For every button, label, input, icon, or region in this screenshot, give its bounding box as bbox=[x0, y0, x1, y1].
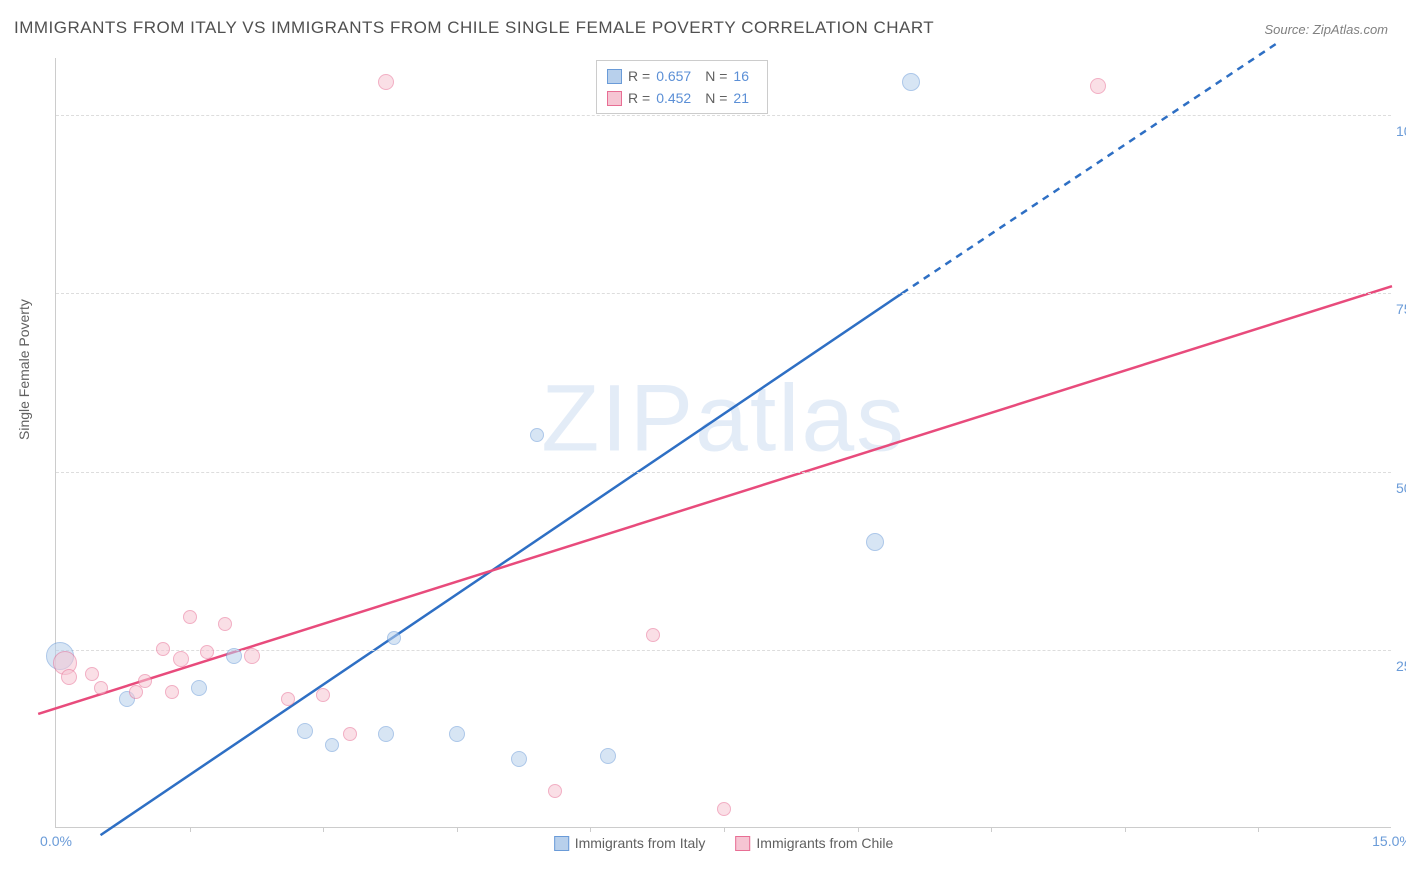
source-attribution: Source: ZipAtlas.com bbox=[1264, 22, 1388, 37]
r-value: 0.657 bbox=[656, 65, 691, 87]
x-minor-tick bbox=[323, 827, 324, 832]
data-point bbox=[281, 692, 295, 706]
x-minor-tick bbox=[457, 827, 458, 832]
data-point bbox=[297, 723, 313, 739]
x-tick-label: 15.0% bbox=[1372, 833, 1406, 849]
data-point bbox=[200, 645, 214, 659]
data-point bbox=[173, 651, 189, 667]
data-point bbox=[138, 674, 152, 688]
data-point bbox=[646, 628, 660, 642]
gridline bbox=[56, 293, 1391, 294]
data-point bbox=[61, 669, 77, 685]
data-point bbox=[343, 727, 357, 741]
data-point bbox=[218, 617, 232, 631]
legend-label: Immigrants from Italy bbox=[575, 835, 706, 851]
data-point bbox=[226, 648, 242, 664]
y-axis-label: Single Female Poverty bbox=[16, 299, 32, 440]
legend-row: R = 0.657 N = 16 bbox=[607, 65, 757, 87]
data-point bbox=[511, 751, 527, 767]
data-point bbox=[1090, 78, 1106, 94]
data-point bbox=[183, 610, 197, 624]
n-value: 21 bbox=[733, 87, 749, 109]
x-minor-tick bbox=[590, 827, 591, 832]
data-point bbox=[449, 726, 465, 742]
trend-line bbox=[101, 293, 903, 835]
legend-item: Immigrants from Italy bbox=[554, 835, 706, 851]
x-minor-tick bbox=[1125, 827, 1126, 832]
data-point bbox=[387, 631, 401, 645]
r-label: R = bbox=[628, 87, 650, 109]
r-label: R = bbox=[628, 65, 650, 87]
data-point bbox=[191, 680, 207, 696]
n-label: N = bbox=[705, 65, 727, 87]
x-minor-tick bbox=[190, 827, 191, 832]
plot-area: ZIPatlas R =0.657N =16R =0.452N =21 Immi… bbox=[55, 58, 1391, 828]
data-point bbox=[94, 681, 108, 695]
y-tick-label: 100.0% bbox=[1396, 123, 1406, 139]
data-point bbox=[600, 748, 616, 764]
data-point bbox=[165, 685, 179, 699]
data-point bbox=[717, 802, 731, 816]
correlation-legend: R = 0.657 N = 16 R = 0.452 N = 21 bbox=[596, 60, 768, 114]
legend-label: Immigrants from Chile bbox=[756, 835, 893, 851]
y-tick-label: 50.0% bbox=[1396, 480, 1406, 496]
chart-title: IMMIGRANTS FROM ITALY VS IMMIGRANTS FROM… bbox=[14, 18, 934, 38]
y-tick-label: 25.0% bbox=[1396, 658, 1406, 674]
series-legend: Immigrants from Italy Immigrants from Chi… bbox=[554, 835, 894, 851]
data-point bbox=[316, 688, 330, 702]
trend-line bbox=[902, 44, 1276, 294]
data-point bbox=[378, 74, 394, 90]
x-minor-tick bbox=[991, 827, 992, 832]
x-minor-tick bbox=[724, 827, 725, 832]
legend-swatch bbox=[607, 91, 622, 106]
y-tick-label: 75.0% bbox=[1396, 301, 1406, 317]
n-label: N = bbox=[705, 87, 727, 109]
legend-swatch bbox=[607, 69, 622, 84]
gridline bbox=[56, 115, 1391, 116]
data-point bbox=[244, 648, 260, 664]
data-point bbox=[156, 642, 170, 656]
data-point bbox=[85, 667, 99, 681]
legend-swatch bbox=[554, 836, 569, 851]
data-point bbox=[866, 533, 884, 551]
x-minor-tick bbox=[858, 827, 859, 832]
n-value: 16 bbox=[733, 65, 749, 87]
data-point bbox=[902, 73, 920, 91]
data-point bbox=[530, 428, 544, 442]
legend-swatch bbox=[735, 836, 750, 851]
x-tick-label: 0.0% bbox=[40, 833, 72, 849]
gridline bbox=[56, 472, 1391, 473]
trend-lines-layer bbox=[56, 58, 1391, 827]
legend-row: R = 0.452 N = 21 bbox=[607, 87, 757, 109]
data-point bbox=[378, 726, 394, 742]
x-minor-tick bbox=[1258, 827, 1259, 832]
data-point bbox=[548, 784, 562, 798]
legend-item: Immigrants from Chile bbox=[735, 835, 893, 851]
r-value: 0.452 bbox=[656, 87, 691, 109]
data-point bbox=[325, 738, 339, 752]
